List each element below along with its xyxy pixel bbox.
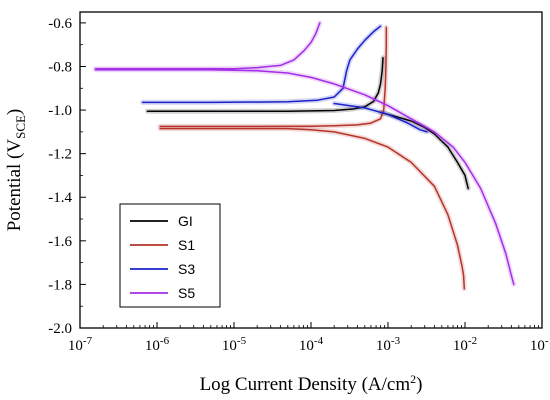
series-s1-line-cathodic	[159, 127, 466, 290]
y-tick-label: -1.4	[48, 190, 72, 206]
y-tick-label: -1.8	[48, 277, 72, 293]
legend-label-gi: GI	[178, 213, 193, 229]
x-tick-label: 10-6	[145, 335, 170, 354]
legend: GI S1 S3 S5	[119, 203, 221, 308]
series-s5-halo-anodic	[93, 20, 323, 72]
x-tick-label: 10-1	[530, 335, 550, 354]
series-layer	[93, 20, 517, 292]
series-s3-halo-anodic	[140, 23, 383, 105]
y-tick-label: -1.6	[48, 234, 72, 250]
y-tick-label: -0.6	[48, 16, 72, 32]
legend-label-s3: S3	[178, 261, 195, 277]
series-s5-line-anodic	[94, 22, 321, 70]
legend-label-s1: S1	[178, 237, 195, 253]
series-s3	[140, 23, 430, 135]
x-tick-label: 10-2	[453, 335, 477, 354]
y-tick-label: -1.2	[48, 147, 72, 163]
series-s1-line-anodic	[159, 26, 388, 128]
x-tick-label: 10-3	[376, 335, 401, 354]
y-tick-label: -0.8	[48, 59, 72, 75]
x-axis-title: Log Current Density (A/cm2)	[200, 372, 423, 395]
series-gi-line-anodic	[146, 57, 384, 112]
ticks-layer: 10-7 10-6 10-5 10-4 10-3 10-2 10-1 -0.6 -0.8 -1.0…	[48, 16, 550, 354]
y-tick-label: -1.0	[48, 103, 72, 119]
y-axis-title: Potential (VSCE)	[4, 109, 28, 232]
series-s1	[157, 24, 467, 292]
x-tick-label: 10-4	[299, 335, 324, 354]
series-s3-line-cathodic	[333, 102, 428, 133]
legend-box	[119, 203, 221, 308]
x-tick-label: 10-7	[68, 335, 93, 354]
series-gi-line-cathodic	[379, 111, 469, 190]
series-s5-line-cathodic	[94, 69, 515, 286]
series-s5	[93, 20, 517, 287]
series-s3-line-anodic	[141, 25, 382, 104]
x-tick-label: 10-5	[222, 335, 247, 354]
y-tick-label: -2.0	[48, 321, 72, 337]
legend-label-s5: S5	[178, 285, 195, 301]
series-gi	[144, 55, 471, 191]
